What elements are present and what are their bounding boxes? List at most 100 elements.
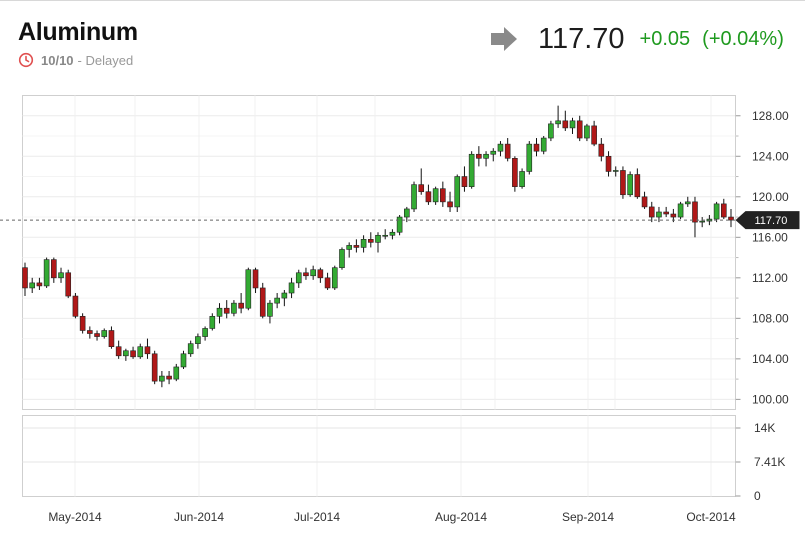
candle-body — [375, 234, 381, 243]
candle — [526, 141, 533, 175]
y-tick-label: 128.00 — [752, 109, 789, 123]
grid — [22, 95, 736, 497]
candle — [569, 117, 576, 134]
delay-status: 10/10 - Delayed — [18, 52, 133, 68]
candle-body — [526, 143, 533, 172]
candle-body — [22, 267, 28, 289]
last-price-marker: 117.70 — [735, 211, 800, 230]
candle-body — [540, 137, 547, 152]
candle — [58, 267, 64, 283]
candle — [173, 363, 180, 382]
y-tick-label: 120.00 — [752, 190, 789, 204]
candle — [324, 272, 331, 290]
candle — [295, 269, 302, 288]
candle-body — [274, 297, 280, 304]
candle-body — [195, 336, 201, 344]
candle — [404, 206, 410, 223]
candle-body — [159, 375, 165, 382]
candle — [425, 184, 432, 205]
candle — [36, 277, 43, 290]
candle-body — [187, 343, 194, 355]
candle-body — [562, 120, 569, 129]
candle — [187, 340, 194, 357]
candle-body — [641, 196, 648, 208]
candle — [43, 257, 50, 288]
candle — [519, 168, 525, 189]
candle-body — [576, 120, 583, 139]
candle — [274, 293, 280, 309]
candle-body — [123, 350, 129, 357]
candle-body — [584, 125, 590, 139]
candle — [620, 166, 626, 199]
candle — [216, 303, 223, 324]
candle-body — [115, 346, 122, 357]
candle-body — [367, 239, 374, 243]
quote-date: 10/10 — [41, 52, 74, 68]
candle — [728, 208, 734, 228]
candle-body — [87, 330, 93, 334]
candle-body — [605, 155, 612, 172]
candle-body — [137, 346, 144, 358]
candle — [476, 146, 482, 167]
candle — [281, 289, 288, 307]
candle — [396, 215, 403, 236]
candle-body — [411, 184, 417, 210]
candle-body — [238, 302, 244, 309]
candle-body — [231, 302, 237, 314]
candle — [684, 196, 691, 207]
candle-body — [36, 282, 43, 287]
candle-body — [310, 269, 316, 277]
candle — [461, 166, 468, 192]
y-tick-label: 100.00 — [752, 392, 789, 406]
candle — [627, 171, 633, 197]
candle-body — [504, 143, 511, 159]
candle — [202, 326, 208, 341]
candle — [713, 201, 720, 223]
candle — [389, 229, 396, 240]
candle — [375, 232, 381, 253]
candle-body — [648, 206, 655, 218]
candle — [231, 300, 237, 317]
candle — [468, 151, 475, 189]
candle-body — [245, 269, 252, 309]
candle-body — [634, 174, 641, 198]
candle-body — [267, 302, 273, 317]
candle-body — [173, 366, 180, 380]
candle-body — [331, 267, 338, 289]
candle-body — [699, 220, 705, 223]
candle-body — [461, 176, 468, 187]
candle — [72, 293, 79, 319]
candle — [411, 181, 417, 212]
candle-body — [209, 316, 216, 329]
y-tick-label: 104.00 — [752, 352, 789, 366]
candle — [108, 326, 115, 349]
candle-body — [65, 272, 72, 297]
candle-body — [591, 125, 597, 145]
candle — [497, 141, 504, 157]
candle — [360, 235, 367, 253]
candle-body — [483, 153, 489, 159]
x-tick-label: May-2014 — [48, 510, 102, 524]
candle — [87, 326, 93, 339]
candle — [115, 340, 122, 359]
candle — [51, 257, 57, 283]
candle-body — [58, 272, 64, 279]
candle-body — [144, 346, 151, 355]
volume-tick-label: 14K — [754, 421, 775, 435]
candle-body — [72, 295, 79, 317]
candle — [648, 201, 655, 223]
candle-body — [713, 203, 720, 220]
candle — [548, 120, 554, 142]
candle — [663, 206, 669, 218]
candle — [555, 105, 561, 128]
candle-body — [43, 259, 50, 287]
candle — [699, 217, 705, 228]
candle-body — [389, 231, 396, 236]
x-tick-label: Sep-2014 — [562, 510, 614, 524]
candle-body — [382, 234, 389, 237]
candle — [576, 115, 583, 142]
candle — [195, 333, 201, 349]
candle-body — [404, 208, 410, 218]
candle-body — [440, 188, 446, 203]
